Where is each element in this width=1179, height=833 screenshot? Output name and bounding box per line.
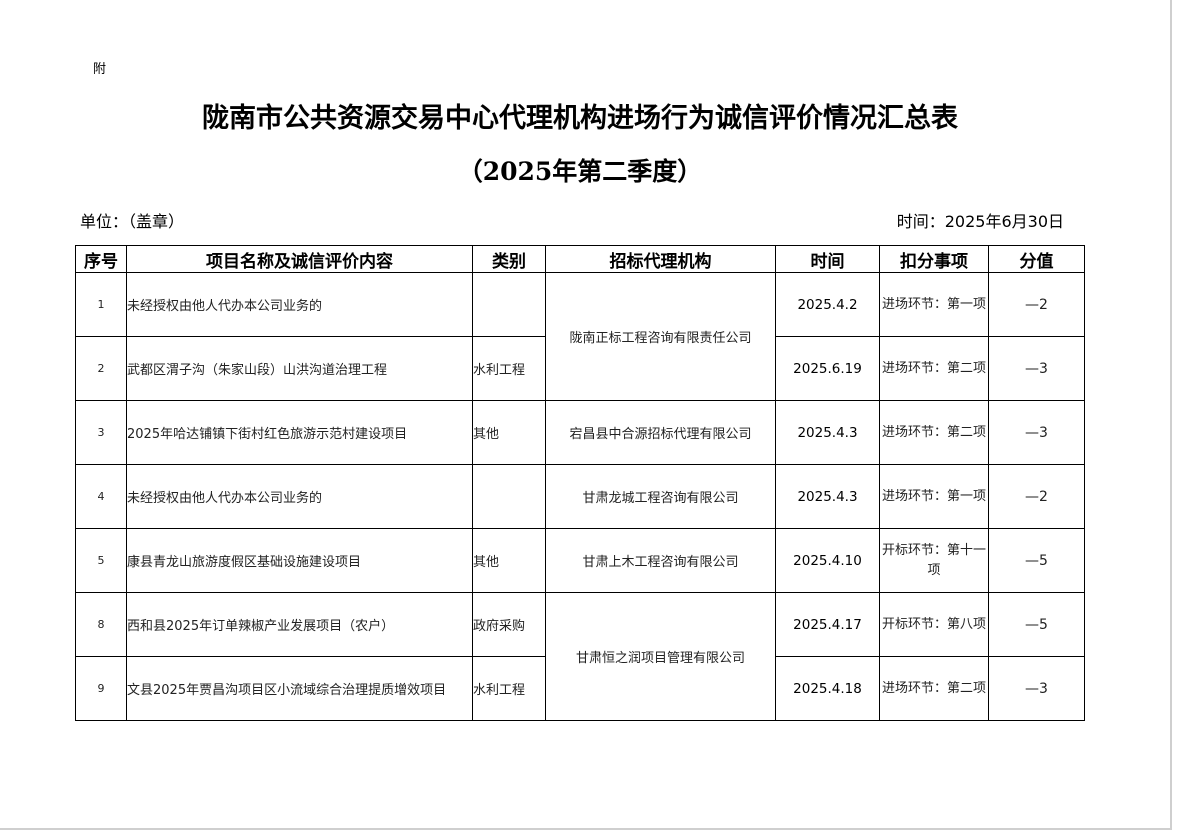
score: —5 (988, 528, 1085, 593)
agency: 宕昌县中合源招标代理有限公司 (545, 400, 776, 465)
table-row: 9 文县2025年贾昌沟项目区小流域综合治理提质增效项目 水利工程 2025.4… (75, 656, 1085, 721)
row-number: 3 (75, 400, 127, 465)
table-header-row: 序号 项目名称及诚信评价内容 类别 招标代理机构 时间 扣分事项 分值 (75, 245, 1085, 273)
project-name: 西和县2025年订单辣椒产业发展项目（农户） (126, 592, 473, 657)
date: 2025.4.10 (775, 528, 880, 593)
table-row: 4 未经授权由他人代办本公司业务的 甘肃龙城工程咨询有限公司 2025.4.3 … (75, 464, 1085, 529)
category: 其他 (472, 400, 546, 465)
col-header: 招标代理机构 (545, 245, 776, 273)
deduction-item: 进场环节：第一项 (879, 464, 989, 529)
table-row: 5 康县青龙山旅游度假区基础设施建设项目 其他 甘肃上木工程咨询有限公司 202… (75, 528, 1085, 593)
table-row: 1 未经授权由他人代办本公司业务的 陇南正标工程咨询有限责任公司 2025.4.… (75, 272, 1085, 401)
project-name: 未经授权由他人代办本公司业务的 (126, 464, 473, 529)
category (472, 464, 546, 529)
category: 其他 (472, 528, 546, 593)
agency: 甘肃上木工程咨询有限公司 (545, 528, 776, 593)
table-row: 2 武都区渭子沟（朱家山段）山洪沟道治理工程 水利工程 2025.6.19 进场… (75, 336, 1085, 401)
date-label: 时间：2025年6月30日 (896, 212, 1064, 231)
annex-label: 附 (93, 62, 107, 77)
date: 2025.4.17 (775, 592, 880, 657)
deduction-item: 进场环节：第二项 (879, 400, 989, 465)
date: 2025.4.3 (775, 464, 880, 529)
row-number: 8 (75, 592, 127, 657)
project-name: 文县2025年贾昌沟项目区小流域综合治理提质增效项目 (126, 656, 473, 721)
row-number: 1 (75, 272, 127, 337)
score: —2 (988, 272, 1085, 337)
unit-label: 单位：（盖章） (80, 212, 185, 231)
category: 水利工程 (472, 336, 546, 401)
category: 水利工程 (472, 656, 546, 721)
deduction-item: 进场环节：第二项 (879, 656, 989, 721)
table-row: 3 2025年哈达铺镇下街村红色旅游示范村建设项目 其他 宕昌县中合源招标代理有… (75, 400, 1085, 465)
row-number: 9 (75, 656, 127, 721)
col-header: 序号 (75, 245, 127, 273)
col-header: 时间 (775, 245, 880, 273)
deduction-item: 开标环节：第十一项 (879, 528, 989, 593)
date: 2025.4.2 (775, 272, 880, 337)
project-name: 未经授权由他人代办本公司业务的 (126, 272, 473, 337)
project-name: 武都区渭子沟（朱家山段）山洪沟道治理工程 (126, 336, 473, 401)
page-title: 陇南市公共资源交易中心代理机构进场行为诚信评价情况汇总表 (202, 103, 958, 134)
row-number: 5 (75, 528, 127, 593)
score: —3 (988, 400, 1085, 465)
date: 2025.4.3 (775, 400, 880, 465)
agency: 甘肃龙城工程咨询有限公司 (545, 464, 776, 529)
deduction-item: 进场环节：第一项 (879, 272, 989, 337)
row-number: 4 (75, 464, 127, 529)
col-header: 扣分事项 (879, 245, 989, 273)
date: 2025.4.18 (775, 656, 880, 721)
score: —3 (988, 336, 1085, 401)
agency: 甘肃恒之润项目管理有限公司 (545, 592, 776, 721)
score: —2 (988, 464, 1085, 529)
category (472, 272, 546, 337)
deduction-item: 开标环节：第八项 (879, 592, 989, 657)
score: —3 (988, 656, 1085, 721)
table-row: 8 西和县2025年订单辣椒产业发展项目（农户） 政府采购 甘肃恒之润项目管理有… (75, 592, 1085, 721)
col-header: 类别 (472, 245, 546, 273)
summary-table: 序号 项目名称及诚信评价内容 类别 招标代理机构 时间 扣分事项 分值 1 未经… (75, 245, 1085, 721)
category: 政府采购 (472, 592, 546, 657)
agency: 陇南正标工程咨询有限责任公司 (545, 272, 776, 401)
date: 2025.6.19 (775, 336, 880, 401)
row-number: 2 (75, 336, 127, 401)
project-name: 2025年哈达铺镇下街村红色旅游示范村建设项目 (126, 400, 473, 465)
col-header: 项目名称及诚信评价内容 (126, 245, 473, 273)
project-name: 康县青龙山旅游度假区基础设施建设项目 (126, 528, 473, 593)
col-header: 分值 (988, 245, 1085, 273)
page-subtitle: （2025年第二季度） (457, 157, 703, 186)
deduction-item: 进场环节：第二项 (879, 336, 989, 401)
score: —5 (988, 592, 1085, 657)
